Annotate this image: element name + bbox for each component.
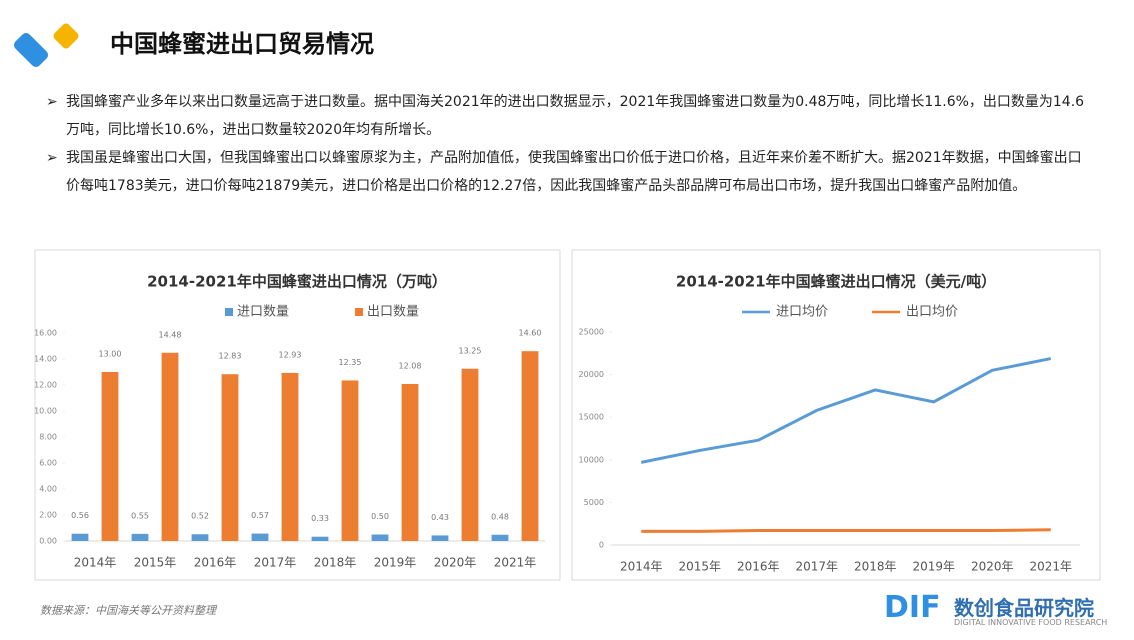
bar bbox=[311, 536, 329, 541]
value-label: 0.57 bbox=[251, 511, 269, 520]
x-tick-label: 2014年 bbox=[620, 560, 663, 574]
bar bbox=[221, 374, 239, 541]
y-tick-label: 6.00 bbox=[39, 459, 57, 468]
line-series bbox=[640, 357, 1052, 464]
bar bbox=[521, 351, 539, 541]
legend-swatch bbox=[225, 308, 233, 316]
bar bbox=[341, 380, 359, 541]
line-series bbox=[641, 528, 1051, 533]
legend-label: 进口数量 bbox=[237, 305, 289, 320]
legend-swatch bbox=[355, 308, 363, 316]
bar bbox=[131, 533, 149, 541]
chart-frame bbox=[34, 249, 561, 581]
source-note: 数据来源：中国海关等公开资料整理 bbox=[40, 604, 216, 617]
y-tick-label: 2.00 bbox=[39, 511, 57, 520]
legend-label: 进口均价 bbox=[776, 305, 828, 320]
y-tick-label: 8.00 bbox=[39, 433, 57, 442]
value-label: 12.35 bbox=[339, 358, 362, 367]
x-tick-label: 2019年 bbox=[912, 560, 955, 574]
value-label: 0.56 bbox=[71, 511, 89, 520]
y-tick-label: 12.00 bbox=[34, 381, 57, 390]
y-tick-label: 25000 bbox=[579, 328, 604, 337]
bar bbox=[491, 534, 509, 541]
x-tick-label: 2017年 bbox=[795, 560, 838, 574]
value-label: 13.00 bbox=[99, 350, 122, 359]
y-tick-label: 10000 bbox=[579, 455, 604, 464]
value-label: 14.60 bbox=[519, 329, 542, 338]
bar bbox=[281, 372, 299, 541]
value-label: 0.52 bbox=[191, 512, 209, 521]
y-tick-label: 20000 bbox=[579, 370, 604, 379]
page-title: 中国蜂蜜进出口贸易情况 bbox=[110, 30, 374, 58]
logo-name: 数创食品研究院 bbox=[954, 596, 1094, 620]
x-tick-label: 2020年 bbox=[971, 560, 1014, 574]
x-tick-label: 2021年 bbox=[494, 556, 537, 570]
bullet: 我国蜂蜜产业多年以来出口数量远高于进口数量。据中国海关2021年的进出口数据显示… bbox=[46, 88, 1086, 144]
bar bbox=[161, 352, 179, 541]
chart-title: 2014-2021年中国蜂蜜进出口情况（万吨） bbox=[147, 273, 447, 291]
x-tick-label: 2014年 bbox=[74, 556, 117, 570]
value-label: 0.48 bbox=[491, 512, 509, 521]
x-tick-label: 2016年 bbox=[194, 556, 237, 570]
x-tick-label: 2015年 bbox=[134, 556, 177, 570]
y-tick-label: 14.00 bbox=[34, 355, 57, 364]
bar bbox=[191, 534, 209, 541]
y-tick-label: 4.00 bbox=[39, 485, 57, 494]
value-label: 13.25 bbox=[459, 346, 482, 355]
bullet-list: 我国蜂蜜产业多年以来出口数量远高于进口数量。据中国海关2021年的进出口数据显示… bbox=[46, 88, 1086, 200]
x-tick-label: 2020年 bbox=[434, 556, 477, 570]
bar bbox=[401, 383, 419, 541]
logo-shape bbox=[13, 32, 49, 68]
x-tick-label: 2018年 bbox=[854, 560, 897, 574]
value-label: 12.93 bbox=[279, 350, 302, 359]
bar bbox=[431, 535, 449, 541]
bar bbox=[251, 533, 269, 541]
x-tick-label: 2021年 bbox=[1029, 560, 1072, 574]
bar bbox=[371, 534, 389, 541]
bar bbox=[101, 372, 119, 541]
x-tick-label: 2017年 bbox=[254, 556, 297, 570]
value-label: 12.08 bbox=[399, 361, 422, 370]
value-label: 0.55 bbox=[131, 511, 149, 520]
value-label: 0.50 bbox=[371, 512, 389, 521]
logo-mark: DIF bbox=[884, 590, 941, 625]
chart-title: 2014-2021年中国蜂蜜进出口情况（美元/吨） bbox=[676, 273, 996, 291]
value-label: 0.43 bbox=[431, 513, 449, 522]
value-label: 14.48 bbox=[159, 330, 182, 339]
y-tick-label: 10.00 bbox=[34, 407, 57, 416]
x-tick-label: 2019年 bbox=[374, 556, 417, 570]
x-tick-label: 2016年 bbox=[737, 560, 780, 574]
logo-subtitle: DIGITAL INNOVATIVE FOOD RESEARCH bbox=[954, 618, 1108, 627]
brand-logo: DIF 数创食品研究院 DIGITAL INNOVATIVE FOOD RESE… bbox=[884, 590, 1124, 630]
legend-label: 出口均价 bbox=[906, 305, 958, 320]
bar bbox=[71, 533, 89, 541]
y-tick-label: 0.00 bbox=[39, 537, 57, 546]
y-tick-label: 16.00 bbox=[34, 329, 57, 338]
value-label: 0.33 bbox=[311, 514, 329, 523]
y-tick-label: 5000 bbox=[584, 498, 604, 507]
chart-frame bbox=[571, 249, 1101, 581]
value-label: 12.83 bbox=[219, 352, 242, 361]
logo-shape bbox=[53, 23, 79, 49]
bar bbox=[461, 368, 479, 541]
y-tick-label: 0 bbox=[599, 541, 604, 550]
x-tick-label: 2018年 bbox=[314, 556, 357, 570]
legend-label: 出口数量 bbox=[367, 305, 419, 320]
y-tick-label: 15000 bbox=[579, 413, 604, 422]
bullet: 我国虽是蜂蜜出口大国，但我国蜂蜜出口以蜂蜜原浆为主，产品附加值低，使我国蜂蜜出口… bbox=[46, 144, 1086, 200]
x-tick-label: 2015年 bbox=[678, 560, 721, 574]
